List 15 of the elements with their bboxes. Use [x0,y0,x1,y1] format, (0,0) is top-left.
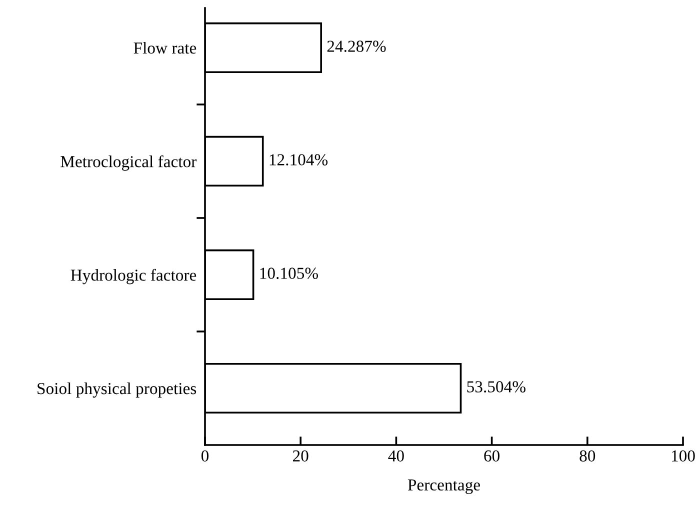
x-tick-label: 80 [580,450,596,462]
x-tick-label: 40 [388,450,404,462]
y-tick-label: Soiol physical propeties [38,382,196,398]
x-tick-label: 0 [201,450,209,462]
y-tick-label: Metroclogical factor [60,155,197,171]
x-axis-title: Percentage [408,479,480,494]
data-label: 53.504% [467,381,526,392]
y-tick-label: Hydrologic factore [70,268,196,284]
x-tick-label: 60 [484,450,500,462]
data-label: 24.287% [327,40,386,52]
x-tick-label: 100 [672,450,695,462]
data-label: 10.105% [260,268,318,279]
x-tick-label: 20 [293,450,308,462]
y-tick-label: Flow rate [134,42,196,54]
data-label: 12.104% [270,154,328,166]
